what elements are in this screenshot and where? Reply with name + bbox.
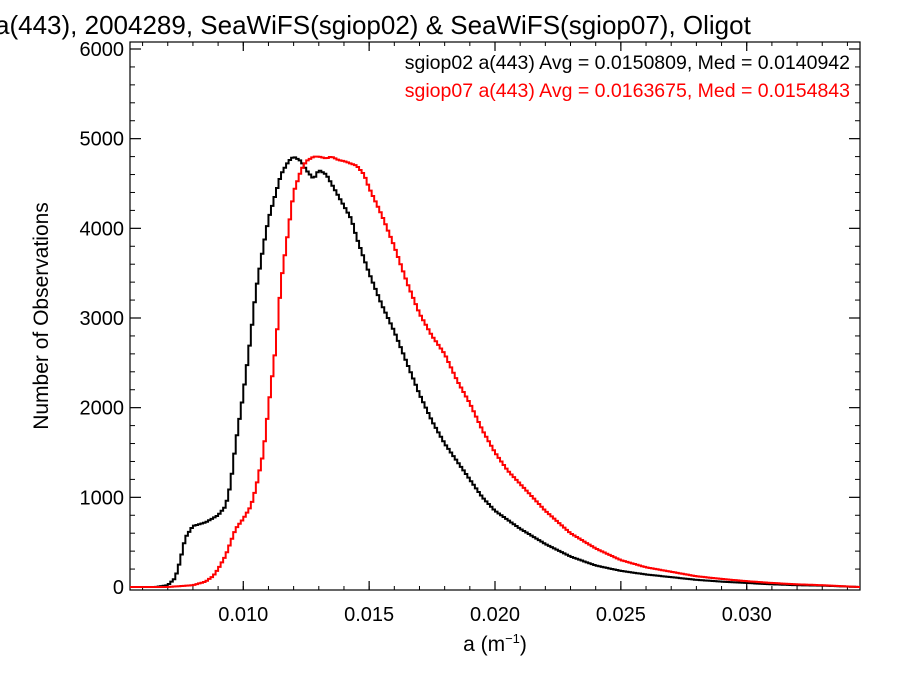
y-tick-label: 5000	[80, 129, 125, 151]
series-layer	[130, 155, 860, 588]
x-tick-label: 0.010	[218, 604, 268, 626]
chart-title: a(443), 2004289, SeaWiFS(sgiop02) & SeaW…	[0, 10, 752, 40]
legend-entry-sgiop02: sgiop02 a(443) Avg = 0.0150809, Med = 0.…	[405, 52, 850, 74]
x-tick-label: 0.015	[344, 604, 394, 626]
plot-frame	[129, 41, 861, 591]
y-tick-label: 2000	[80, 398, 125, 420]
series-line-sgiop02	[130, 156, 860, 588]
series-line-sgiop07	[130, 155, 860, 588]
legend-entry-sgiop07: sgiop07 a(443) Avg = 0.0163675, Med = 0.…	[405, 80, 850, 102]
y-tick-label: 6000	[80, 39, 125, 61]
x-axis-label-base: a (m	[463, 633, 505, 656]
y-axis-label: Number of Observations	[30, 202, 53, 430]
x-axis-label-superscript: −1	[505, 631, 520, 646]
y-tick-label: 1000	[80, 487, 125, 509]
x-tick-label: 0.030	[722, 604, 772, 626]
x-axis-ticks: 0.010 0.015 0.020 0.025 0.030	[142, 42, 848, 626]
x-tick-label: 0.020	[470, 604, 520, 626]
x-tick-label: 0.025	[596, 604, 646, 626]
x-axis-label-close: )	[520, 633, 527, 656]
x-axis-label: a (m−1)	[463, 631, 527, 656]
y-axis-ticks: 0 1000 2000 3000 4000 5000 6000	[80, 39, 860, 599]
y-tick-label: 3000	[80, 308, 125, 330]
y-tick-label: 4000	[80, 218, 125, 240]
y-tick-label: 0	[113, 577, 124, 599]
